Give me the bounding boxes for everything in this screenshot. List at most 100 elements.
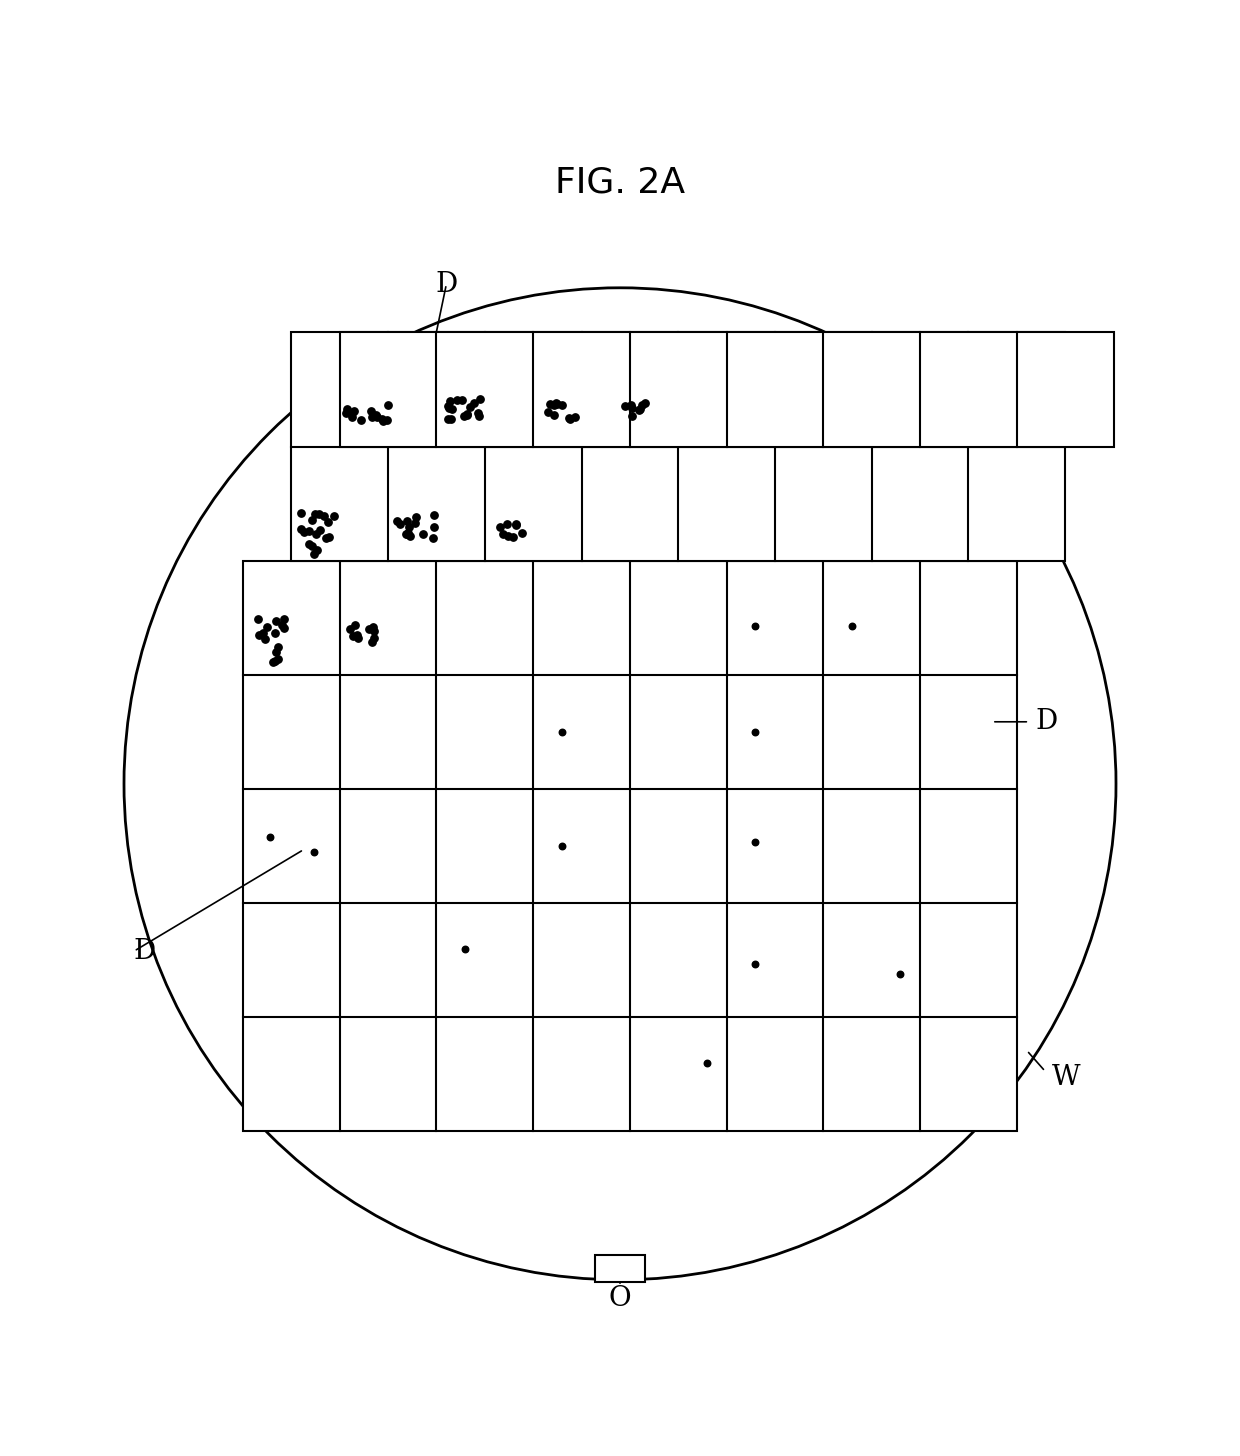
Point [373,409,393,432]
Point [347,623,367,646]
Point [268,635,288,658]
Point [460,396,480,419]
Point [470,387,490,411]
Point [424,504,444,527]
Point [539,392,559,415]
Point [274,616,294,639]
Point [405,511,425,534]
Point [745,830,765,853]
Bar [291,332,1065,561]
Point [397,523,417,546]
Point [697,1051,717,1075]
Point [745,614,765,638]
Bar [340,332,1114,447]
Point [635,392,655,415]
Point [306,523,326,546]
Point [465,392,485,415]
Point [407,505,427,529]
Point [265,620,285,644]
Point [398,521,418,545]
Point [490,515,510,539]
Point [498,524,518,547]
Point [308,539,327,562]
Point [265,649,285,673]
Point [310,518,330,542]
Point [547,392,567,415]
Point [547,392,567,415]
Point [424,515,444,539]
Point [391,513,410,536]
Point [632,393,652,416]
Point [363,616,383,639]
Point [362,399,382,422]
Point [629,397,649,421]
Text: O: O [609,1284,631,1312]
Point [552,834,572,858]
Point [458,403,477,427]
Point [351,408,371,431]
Point [423,527,443,550]
Point [358,617,378,641]
Text: D: D [435,271,458,297]
Point [621,393,641,416]
Point [372,408,392,431]
Point [565,405,585,428]
Point [560,408,580,431]
Point [470,405,490,428]
Point [345,400,365,424]
Point [622,405,642,428]
Point [552,721,572,744]
Point [458,402,477,425]
Point [340,617,360,641]
Point [362,405,382,428]
Point [367,405,387,428]
Point [396,521,415,545]
Point [304,840,324,863]
Point [622,396,642,419]
Point [255,628,275,651]
Point [348,626,368,649]
Point [842,614,862,638]
Text: D: D [1035,708,1058,735]
Point [377,408,397,431]
Point [291,517,311,540]
Point [346,613,366,636]
Point [440,406,460,430]
Point [506,514,526,537]
Point [303,534,322,558]
Point [451,389,471,412]
Point [497,513,517,536]
Point [401,524,420,547]
Point [363,619,383,642]
Point [362,630,382,654]
Point [443,397,463,421]
Point [267,609,286,632]
Point [413,521,433,545]
Point [398,510,418,533]
Point [512,521,532,545]
Text: D: D [134,938,156,965]
Point [448,387,467,411]
Point [552,393,572,416]
Point [268,648,288,671]
Point [291,501,311,524]
Point [378,393,398,416]
Point [314,504,334,527]
Point [253,622,273,645]
Point [492,521,512,545]
Bar [595,1255,645,1283]
Point [299,533,319,556]
Point [263,651,283,674]
Text: FIG. 2A: FIG. 2A [556,166,684,199]
Point [455,938,475,961]
Point [273,614,293,638]
Point [337,397,357,421]
Point [274,607,294,630]
Point [248,607,268,630]
Point [745,721,765,744]
Point [544,393,564,416]
Point [301,508,321,531]
Point [559,406,579,430]
Point [343,625,363,648]
Point [319,511,339,534]
